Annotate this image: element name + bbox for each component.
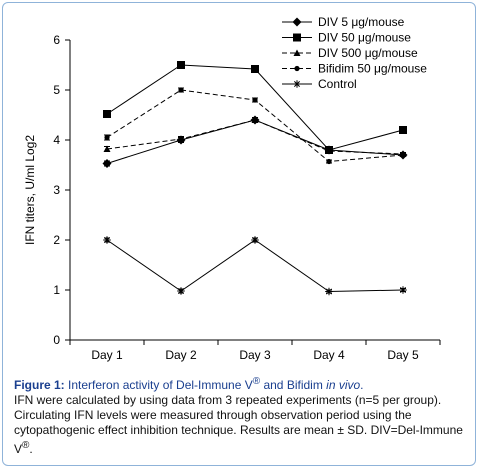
legend-entry: Bifidim 50 μg/mouse [282,62,427,76]
data-point [103,145,111,152]
data-point [399,286,407,294]
legend-label: Bifidim 50 μg/mouse [318,62,427,76]
square-marker [399,126,407,134]
y-tick-label: 3 [53,183,60,197]
data-point [251,236,259,244]
triangle-marker [251,116,259,123]
series-triangle [103,116,407,157]
circle-marker [104,134,110,141]
series-asterisk [103,236,407,296]
caption-body: IFN were calculated by using data from 3… [14,393,463,456]
data-point [103,110,111,118]
data-point [177,135,185,142]
data-point [400,152,406,158]
data-point [293,33,301,42]
circle-marker [294,65,300,72]
y-axis-label: IFN titers, U/ml Log2 [23,135,37,245]
x-tick-label: Day 3 [239,348,271,362]
y-tick-label: 1 [53,283,60,297]
x-tick-label: Day 5 [387,348,419,362]
data-point [252,97,258,103]
y-tick-label: 4 [53,133,60,147]
data-point [326,158,332,165]
x-tick-label: Day 2 [165,348,197,362]
legend-label: DIV 500 μg/mouse [318,46,418,60]
data-point [104,134,110,141]
data-point [102,159,112,168]
triangle-marker [177,135,185,142]
data-point [178,87,184,93]
circle-marker [326,158,332,165]
data-point [177,287,185,295]
legend-label: DIV 5 μg/mouse [318,15,405,29]
data-point [103,236,111,244]
circle-marker [400,152,406,158]
square-marker [103,110,111,118]
series-line [106,119,404,155]
figure-caption: Figure 1: Interferon activity of Del-Imm… [14,374,466,457]
y-tick-label: 2 [53,233,60,247]
triangle-marker [325,147,333,154]
series-line [106,239,404,293]
chart-series [102,61,408,296]
y-tick-label: 6 [53,33,60,47]
legend-label: DIV 50 μg/mouse [318,31,411,45]
series-line [106,64,404,151]
data-point [294,65,300,72]
triangle-marker [103,145,111,152]
diamond-marker [102,159,112,168]
data-point [293,49,301,56]
data-point [293,80,301,88]
caption-title-sup: ® [252,376,261,387]
circle-marker [252,97,258,103]
caption-title-mid: and Bifidim [260,378,327,392]
data-point [292,17,302,27]
y-tick-label: 0 [53,333,60,347]
circle-marker [178,87,184,93]
caption-title: Interferon activity of Del-Immune V [64,378,253,392]
line-chart: 0 1 2 3 4 5 6 Day 1 Day 2 Day 3 Day 4 Day 5 IFN tite… [23,15,441,362]
series-diamond [102,115,408,168]
caption-body-end: . [29,442,33,456]
legend-entry: DIV 500 μg/mouse [282,46,418,60]
data-point [325,147,333,154]
data-point [251,116,259,123]
y-tick-label: 5 [53,83,60,97]
caption-title-italic: in vivo [326,378,361,392]
data-point [177,61,185,69]
data-point [251,65,259,73]
diamond-marker [292,17,302,27]
data-point [325,287,333,296]
legend-entry: Control [282,77,357,91]
caption-body-sup: ® [22,440,30,451]
series-circle [104,87,406,165]
x-tick-label: Day 1 [91,348,123,362]
legend-entry: DIV 5 μg/mouse [282,15,405,29]
data-point [399,126,407,134]
triangle-marker [293,49,301,56]
square-marker [293,33,301,42]
caption-title-end: . [360,378,364,392]
square-marker [177,61,185,69]
x-tick-label: Day 4 [313,348,345,362]
legend-entry: DIV 50 μg/mouse [282,31,411,45]
legend-label: Control [318,77,357,91]
caption-label: Figure 1: [14,378,65,392]
chart-axes: 0 1 2 3 4 5 6 Day 1 Day 2 Day 3 Day 4 Day 5 IFN tite… [23,33,441,362]
square-marker [251,65,259,73]
